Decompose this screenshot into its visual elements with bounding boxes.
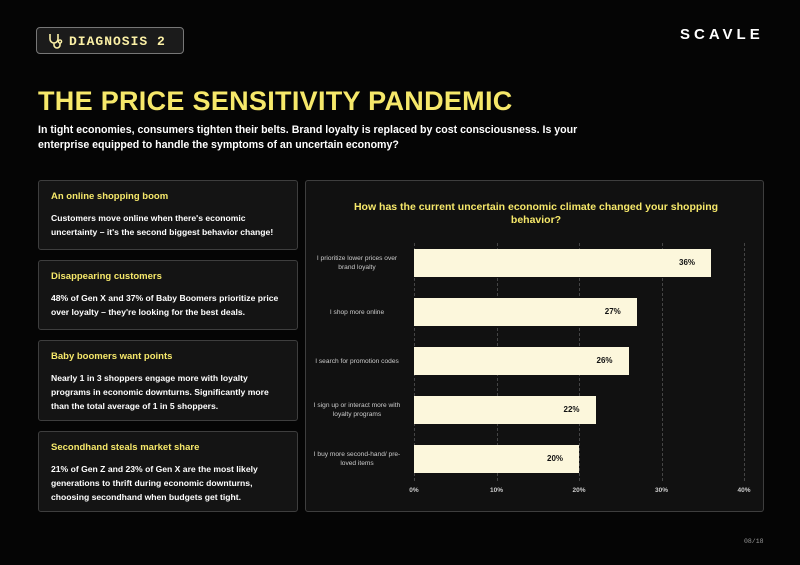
- title: THE PRICE SENSITIVITY PANDEMIC: [38, 86, 513, 116]
- card: Baby boomers want points Nearly 1 in 3 s…: [38, 340, 298, 421]
- value-label: 20%: [547, 454, 564, 463]
- bar: [414, 396, 596, 424]
- bar: [414, 249, 711, 277]
- card-title: Baby boomers want points: [51, 351, 173, 362]
- grid-line: [744, 243, 745, 481]
- value-label: 27%: [604, 307, 621, 316]
- x-tick-label: 20%: [572, 487, 586, 494]
- category-label: I sign up or interact more with loyalty …: [313, 402, 401, 418]
- subtitle: In tight economies, consumers tighten th…: [38, 124, 578, 151]
- page-number: 08/18: [744, 538, 764, 545]
- category-label: I prioritize lower prices over brand loy…: [316, 255, 398, 271]
- chart-title: How has the current uncertain economic c…: [353, 201, 719, 226]
- card-text: 21% of Gen Z and 23% of Gen X are the mo…: [51, 464, 258, 502]
- badge-text: DIAGNOSIS 2: [69, 34, 166, 49]
- card: An online shopping boom Customers move o…: [38, 180, 298, 250]
- logo: SCAVLE: [680, 26, 764, 43]
- x-tick-label: 30%: [654, 487, 668, 494]
- card-title: An online shopping boom: [51, 191, 169, 202]
- category-label: I search for promotion codes: [315, 357, 399, 365]
- category-label: I buy more second-hand/ pre-loved items: [313, 451, 401, 467]
- card: Secondhand steals market share 21% of Ge…: [38, 431, 298, 512]
- x-tick-label: 0%: [409, 487, 419, 494]
- card-title: Disappearing customers: [51, 271, 162, 282]
- card-title: Secondhand steals market share: [51, 442, 200, 453]
- bar: [414, 445, 579, 473]
- x-tick-label: 40%: [737, 487, 751, 494]
- value-label: 36%: [679, 258, 696, 267]
- bar: [414, 347, 629, 375]
- card-text: 48% of Gen X and 37% of Baby Boomers pri…: [51, 293, 279, 317]
- card: Disappearing customers 48% of Gen X and …: [38, 260, 298, 330]
- value-label: 22%: [563, 405, 580, 414]
- card-text: Nearly 1 in 3 shoppers engage more with …: [51, 373, 269, 411]
- stethoscope-icon: [49, 34, 63, 49]
- card-text: Customers move online when there's econo…: [51, 213, 274, 237]
- chart: How has the current uncertain economic c…: [305, 180, 764, 512]
- bar: [414, 298, 637, 326]
- badge: DIAGNOSIS 2: [36, 27, 184, 54]
- x-tick-label: 10%: [489, 487, 503, 494]
- value-label: 26%: [596, 356, 613, 365]
- grid-line: [661, 243, 663, 481]
- category-label: I shop more online: [329, 308, 385, 316]
